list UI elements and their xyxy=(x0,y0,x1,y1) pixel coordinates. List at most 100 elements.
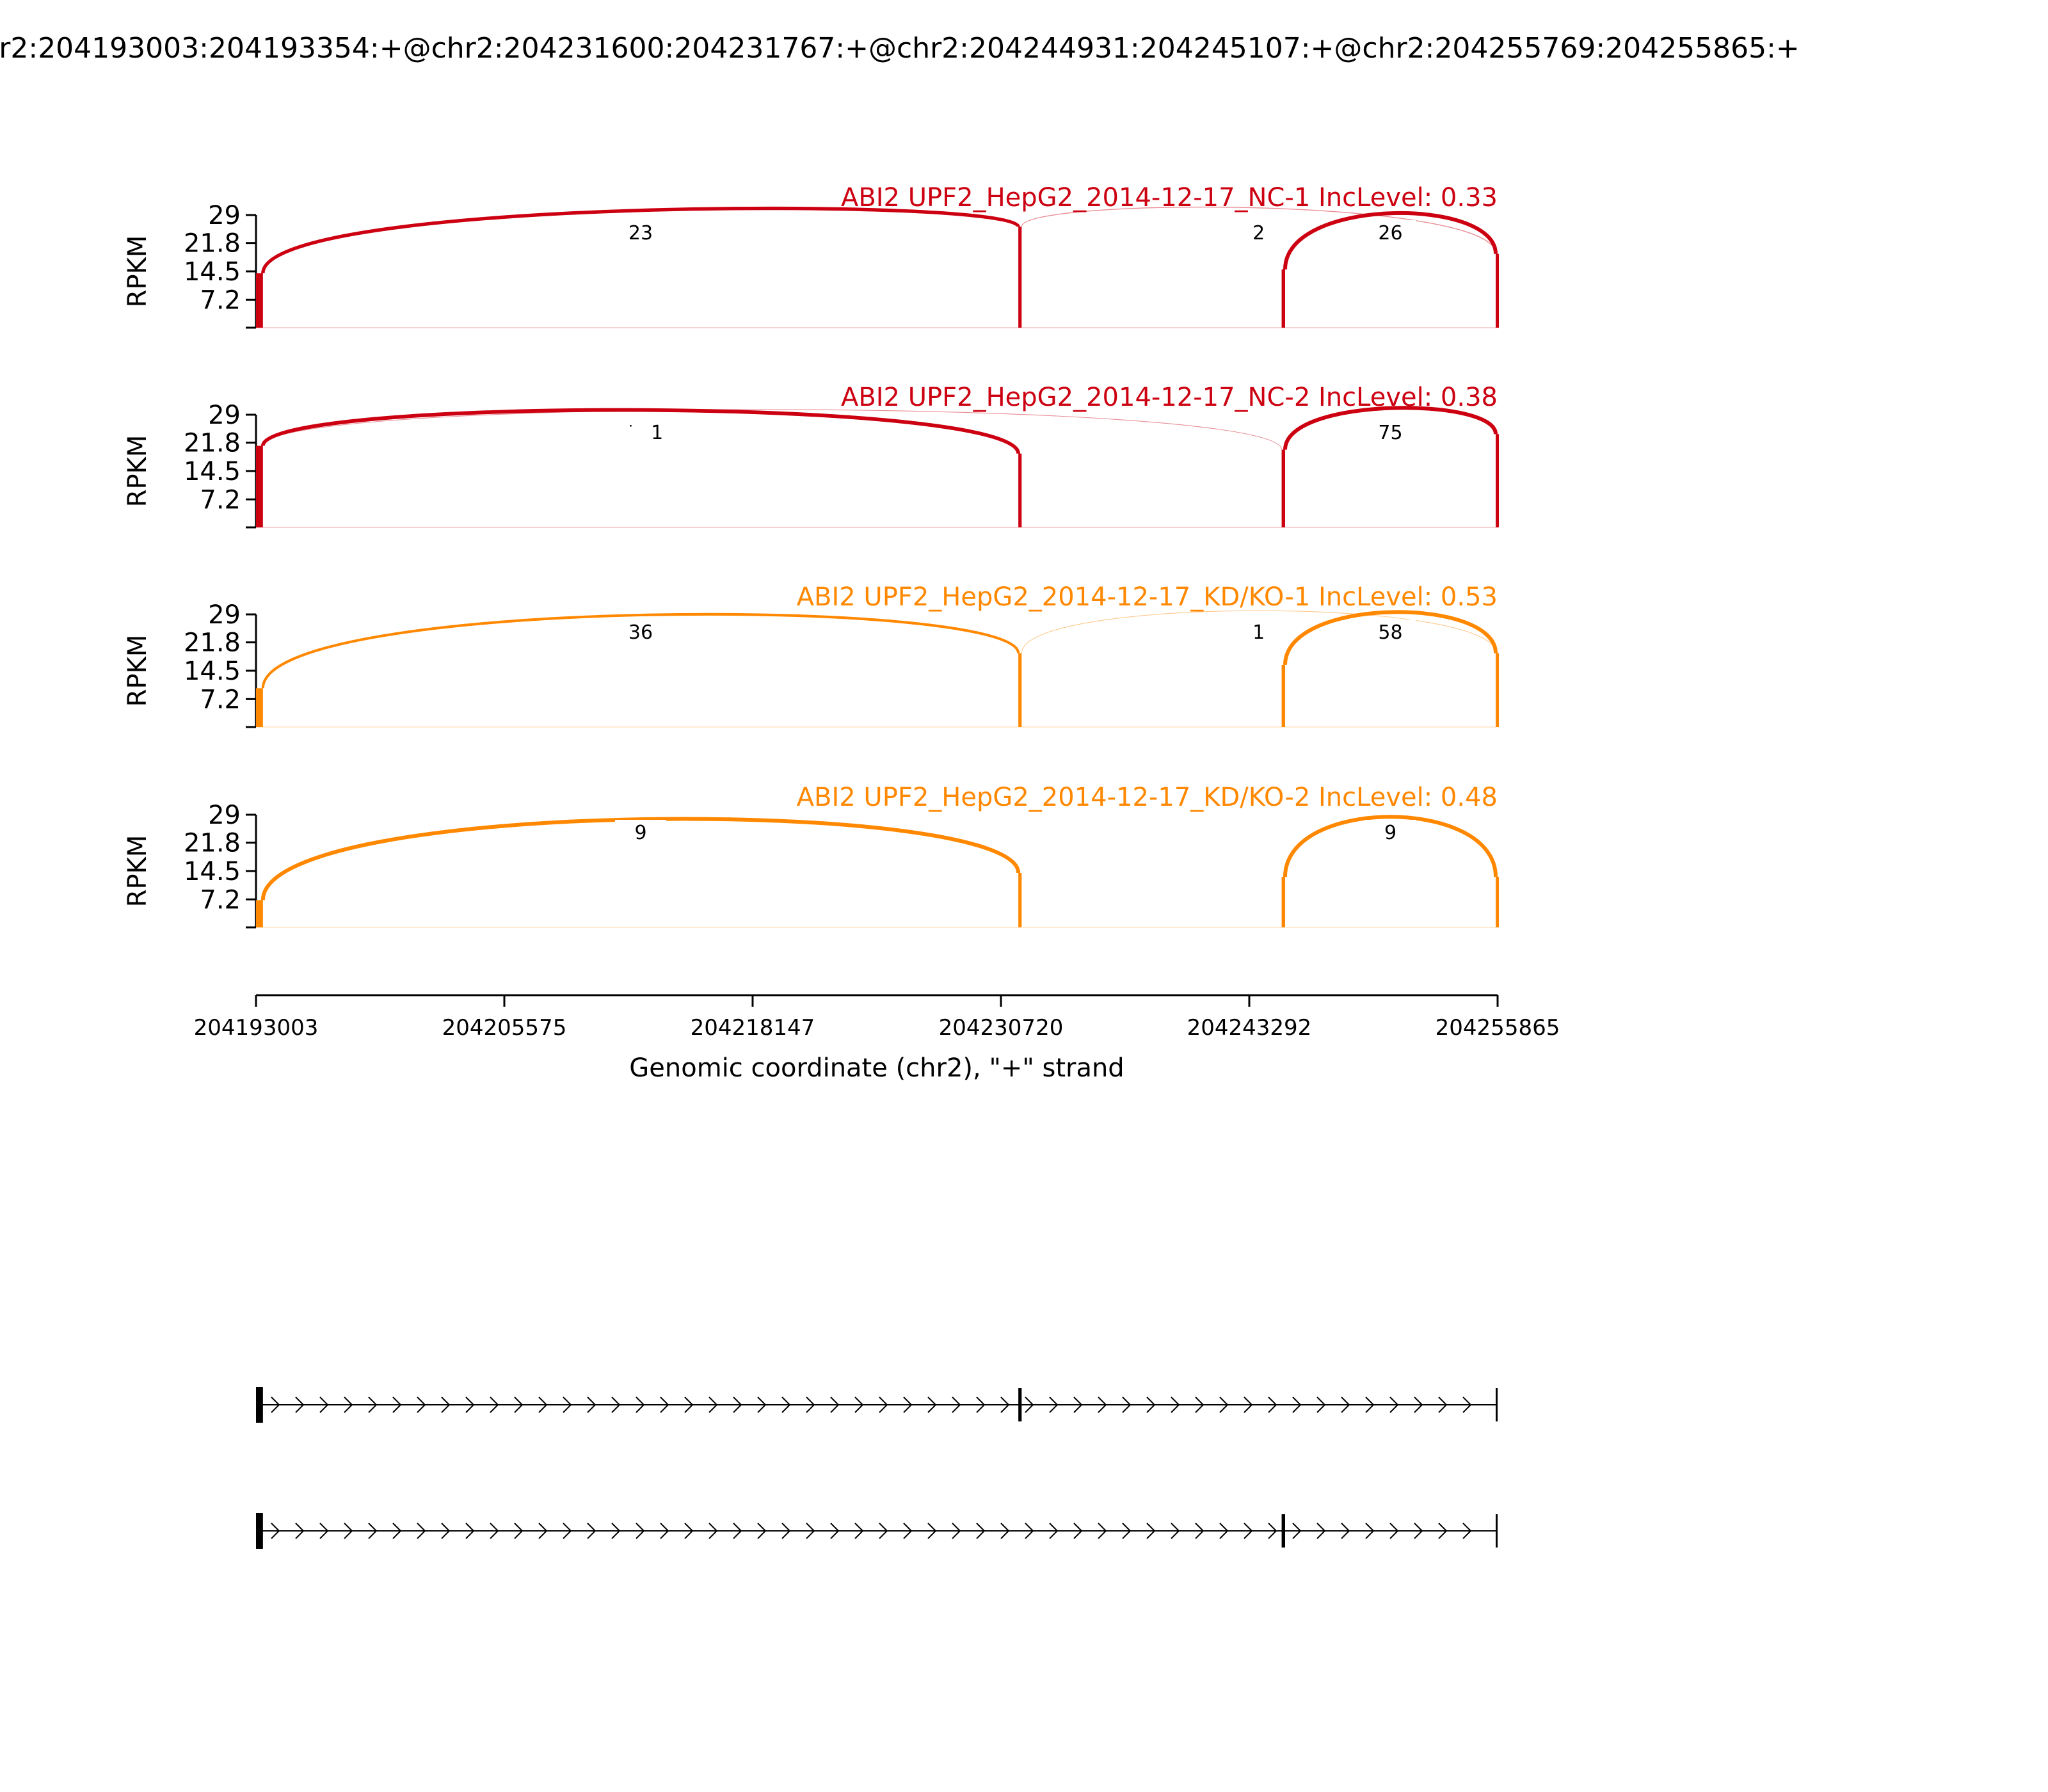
junction-label-bg xyxy=(1364,420,1416,445)
strand-chevron xyxy=(757,1396,767,1413)
strand-chevron xyxy=(1195,1523,1204,1539)
y-tick-label: 21.8 xyxy=(184,829,241,858)
strand-chevron xyxy=(1000,1523,1010,1539)
strand-chevron xyxy=(684,1523,694,1539)
junction-label-bg xyxy=(1364,620,1416,645)
junction-arc xyxy=(260,408,1021,454)
junction-arc xyxy=(1283,610,1498,665)
strand-chevron xyxy=(1389,1523,1399,1539)
strand-chevron xyxy=(1098,1396,1107,1413)
strand-chevron xyxy=(708,1396,718,1413)
exon-coverage xyxy=(256,445,263,527)
strand-chevron xyxy=(1316,1523,1326,1539)
strand-chevron xyxy=(708,1523,718,1539)
junction-arc xyxy=(1021,206,1496,254)
y-tick-label: 21.8 xyxy=(184,628,241,658)
x-tick-label: 204243292 xyxy=(1187,1015,1312,1041)
junction-label-bg xyxy=(1364,220,1416,246)
y-tick-label: 14.5 xyxy=(184,257,241,287)
strand-chevron xyxy=(295,1523,305,1539)
strand-chevron xyxy=(344,1523,353,1539)
strand-chevron xyxy=(1098,1523,1107,1539)
exon-coverage xyxy=(1496,877,1500,927)
strand-chevron xyxy=(1244,1523,1253,1539)
chart-title: chr2:204193003:204193354:+@chr2:20423160… xyxy=(0,32,1800,65)
strand-chevron xyxy=(806,1396,815,1413)
exon-coverage xyxy=(1496,653,1500,727)
junction-label-bg xyxy=(1233,220,1284,246)
strand-chevron xyxy=(952,1396,961,1413)
strand-chevron xyxy=(1365,1396,1375,1413)
strand-chevron xyxy=(271,1396,280,1413)
exon-coverage xyxy=(256,900,263,927)
junction-label-bg xyxy=(1364,820,1416,845)
strand-chevron xyxy=(1292,1523,1302,1539)
strand-chevron xyxy=(587,1523,596,1539)
y-axis-label: RPKM xyxy=(123,236,152,308)
exon-coverage xyxy=(1018,227,1022,328)
y-tick-label: 7.2 xyxy=(200,485,241,515)
strand-chevron xyxy=(368,1523,378,1539)
x-axis-label: Genomic coordinate (chr2), "+" strand xyxy=(629,1053,1124,1083)
exon-block xyxy=(1018,1388,1022,1421)
junction-label-bg xyxy=(614,620,666,645)
junction-count-label: 75 xyxy=(1378,422,1402,444)
junction-arc xyxy=(1283,211,1498,270)
junction-count-label: 58 xyxy=(1378,621,1402,644)
strand-chevron xyxy=(1049,1396,1059,1413)
strand-chevron xyxy=(1244,1396,1253,1413)
exon-coverage xyxy=(1281,269,1285,328)
junction-count-label: 9 xyxy=(1384,822,1396,844)
strand-chevron xyxy=(368,1396,378,1413)
strand-chevron xyxy=(563,1396,572,1413)
strand-chevron xyxy=(1000,1396,1010,1413)
strand-chevron xyxy=(1025,1396,1034,1413)
strand-chevron xyxy=(1122,1396,1132,1413)
exon-coverage xyxy=(1281,449,1285,527)
strand-chevron xyxy=(1365,1523,1375,1539)
junction-count-label: 1 xyxy=(651,422,663,444)
strand-chevron xyxy=(854,1396,864,1413)
junction-count-label: 26 xyxy=(1378,222,1402,244)
strand-chevron xyxy=(611,1396,621,1413)
y-tick-label: 29 xyxy=(208,801,241,830)
strand-chevron xyxy=(417,1396,426,1413)
strand-chevron xyxy=(903,1396,913,1413)
junction-arc xyxy=(262,409,1283,450)
exon-coverage xyxy=(1018,453,1022,527)
y-tick-label: 29 xyxy=(208,600,241,630)
strand-chevron xyxy=(465,1523,475,1539)
strand-chevron xyxy=(319,1523,329,1539)
strand-chevron xyxy=(465,1396,475,1413)
strand-chevron xyxy=(781,1396,791,1413)
strand-chevron xyxy=(1316,1396,1326,1413)
strand-chevron xyxy=(563,1523,572,1539)
strand-chevron xyxy=(1073,1396,1083,1413)
isoform-track xyxy=(256,1387,1498,1423)
exon-coverage xyxy=(1496,253,1500,328)
x-tick-label: 204218147 xyxy=(691,1015,815,1041)
exon-coverage xyxy=(256,273,263,328)
y-axis-label: RPKM xyxy=(123,635,152,707)
strand-chevron xyxy=(1341,1523,1350,1539)
y-tick-label: 7.2 xyxy=(200,285,241,315)
isoform-tracks xyxy=(256,1387,1498,1549)
strand-chevron xyxy=(636,1523,645,1539)
isoform-track xyxy=(256,1513,1498,1549)
junction-arc xyxy=(1283,815,1498,877)
strand-chevron xyxy=(417,1523,426,1539)
junction-arc xyxy=(260,817,1021,900)
junction-label-bg xyxy=(614,820,666,845)
junction-arc xyxy=(261,206,1020,274)
exon-block xyxy=(1496,1388,1498,1421)
strand-chevron xyxy=(1171,1396,1180,1413)
strand-chevron xyxy=(441,1523,451,1539)
strand-chevron xyxy=(1073,1523,1083,1539)
x-tick-label: 204193003 xyxy=(194,1015,319,1041)
strand-chevron xyxy=(1171,1523,1180,1539)
strand-chevron xyxy=(1025,1523,1034,1539)
